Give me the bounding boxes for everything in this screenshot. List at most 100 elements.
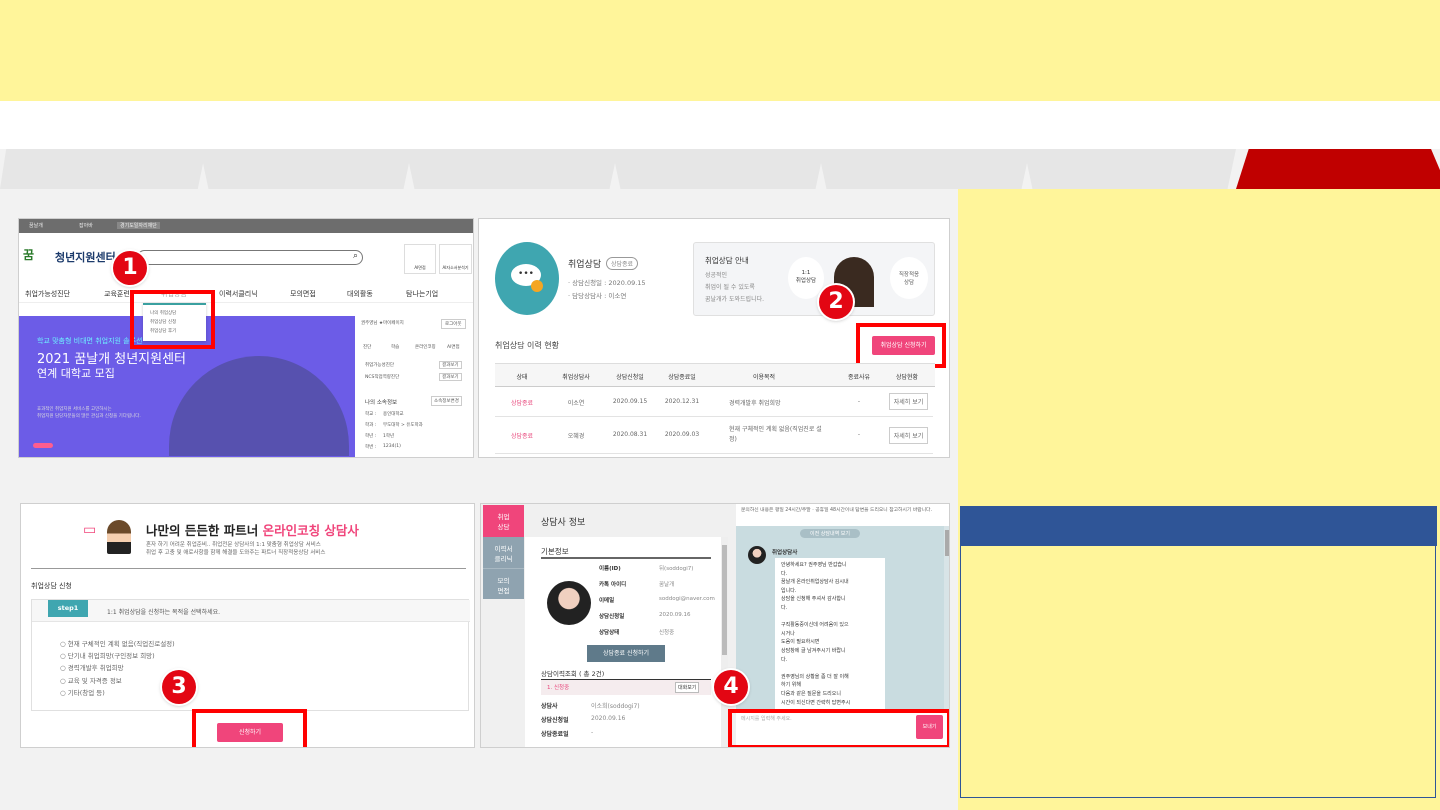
col-status: 상태 bbox=[516, 374, 528, 381]
purpose-radio[interactable]: 단기내 취업희망(구인정보 희망) bbox=[60, 650, 155, 660]
chat-message-line: 안녕하세요? 권주영님 반갑습니 bbox=[781, 562, 847, 568]
subtitle-line: 혼자 하기 어려운 취업준비.. 취업전문 상담사의 1:1 맞춤형 취업상담 … bbox=[146, 542, 321, 548]
info-key: 학번 : bbox=[365, 445, 377, 450]
sender-name: 취업상담사 bbox=[772, 550, 798, 556]
send-button[interactable]: 보내기 bbox=[916, 715, 943, 739]
field-value: 뒤(soddogi7) bbox=[659, 566, 694, 572]
logout-button[interactable]: 로그아웃 bbox=[441, 319, 466, 329]
nav-item[interactable]: 탐나는기업 bbox=[406, 290, 439, 298]
panel-title: 상담사 정보 bbox=[541, 518, 586, 528]
chat-message: 안녕하세요? 권주영님 반갑습니 다. 꿈날개 온라인취업상담사 김시내 입니다. 상담… bbox=[775, 558, 885, 709]
site-link[interactable]: 잡아바 bbox=[79, 223, 93, 229]
section-title: 취업상담 신청 bbox=[31, 582, 72, 590]
bubble-1on1: 1:1 취업상담 bbox=[788, 257, 824, 299]
step-tab-1[interactable] bbox=[0, 149, 206, 189]
purpose-radio[interactable]: 기타(창업 등) bbox=[60, 687, 105, 697]
result-button[interactable]: 결과보기 bbox=[439, 361, 462, 369]
highlight-box bbox=[856, 323, 946, 368]
note-header bbox=[960, 506, 1437, 546]
carousel-dot-active[interactable] bbox=[33, 443, 53, 448]
purpose-radio[interactable]: 경력개발후 취업희망 bbox=[60, 662, 124, 672]
step-tab-2[interactable] bbox=[200, 149, 412, 189]
site-link[interactable]: 경기도일자리재단 bbox=[117, 222, 160, 229]
chat-message-line bbox=[781, 613, 879, 622]
purpose-radio[interactable]: 현재 구체적인 계획 없음(직업진로설정) bbox=[60, 638, 175, 648]
menu-item-apply[interactable]: 취업상담 신청 bbox=[150, 320, 177, 325]
col-end: 상담종료일 bbox=[668, 374, 696, 381]
chat-message-line: 도움이 필요하시면 bbox=[781, 639, 820, 646]
search-input[interactable]: ⌕ bbox=[137, 250, 363, 265]
step-tab-5[interactable] bbox=[818, 149, 1030, 189]
history-item: 1. 신청중 bbox=[547, 685, 570, 691]
ai-interview-icon[interactable]: AI면접 bbox=[447, 345, 460, 350]
ai-resume-button[interactable]: AI자소서분석기 bbox=[439, 244, 472, 274]
col-start: 상담신청일 bbox=[616, 374, 644, 381]
row-purpose: 현재 구체적인 계획 없음(직업진로 설정) bbox=[729, 426, 822, 443]
detail-button[interactable]: 자세히 보기 bbox=[889, 427, 928, 444]
history-title: 취업상담 이력 현황 bbox=[495, 341, 559, 350]
nav-item[interactable]: 이력서클리닉 bbox=[219, 290, 258, 298]
apply-counsel-button[interactable]: 취업상담 신청하기 bbox=[872, 336, 935, 355]
search-icon[interactable]: ⌕ bbox=[352, 251, 358, 261]
nav-item[interactable]: 모의면접 bbox=[290, 290, 316, 298]
nav-item[interactable]: 대외활동 bbox=[347, 290, 373, 298]
detail-button[interactable]: 자세히 보기 bbox=[889, 393, 928, 410]
field-value: 2020.09.16 bbox=[659, 612, 691, 618]
change-info-button[interactable]: 소속정보변경 bbox=[431, 396, 462, 406]
logo-text: 청년지원센터 bbox=[55, 251, 116, 264]
chat-bubble-icon: ••• bbox=[495, 242, 559, 315]
guide-line: 취업이 될 수 있도록 bbox=[705, 284, 755, 291]
study-icon[interactable]: 학습 bbox=[391, 345, 400, 350]
diagnosis-icon[interactable]: 진단 bbox=[363, 345, 372, 350]
history-title: 상담이력조회 ( 총 2건) bbox=[541, 670, 605, 678]
scrollbar[interactable] bbox=[721, 537, 728, 747]
nav-item[interactable]: 취업가능성진단 bbox=[25, 290, 71, 298]
step-tab-7-active[interactable] bbox=[1236, 149, 1440, 189]
info-value: 1학년 bbox=[383, 434, 395, 439]
side-tab-counsel[interactable]: 취업 상담 bbox=[483, 505, 524, 537]
field-key: 이름(ID) bbox=[599, 566, 621, 572]
purpose-radio[interactable]: 교육 및 자격증 정보 bbox=[60, 675, 122, 685]
step-tab-6[interactable] bbox=[1024, 149, 1236, 189]
highlight-box bbox=[130, 290, 215, 349]
prev-history-button[interactable]: 이전 상담내역 보기 bbox=[800, 529, 860, 538]
title-band bbox=[0, 0, 1440, 101]
menu-item-my-counsel[interactable]: 나의 취업상담 bbox=[150, 311, 177, 316]
nav-item[interactable]: 교육훈련 bbox=[104, 290, 130, 298]
chat-message-line: 상담창에 글 남겨주시기 바랍니 bbox=[781, 647, 846, 654]
view-chat-button[interactable]: 대화보기 bbox=[675, 682, 700, 693]
message-input[interactable]: 메시지를 입력해 주세요. 보내기 bbox=[736, 709, 949, 747]
step-badge-4: 4 bbox=[714, 670, 748, 704]
promo-banner[interactable]: 학교 맞춤형 비대면 취업지원 솔루션 2021 꿈날개 청년지원센터 연계 대… bbox=[19, 316, 355, 457]
step-badge-2: 2 bbox=[819, 285, 853, 319]
info-key: 학년 : bbox=[365, 434, 377, 439]
user-greeting[interactable]: 권주영님 ★마이페이지 bbox=[361, 321, 404, 326]
coaching-icon[interactable]: 온라인코칭 bbox=[415, 345, 436, 350]
end-counsel-button[interactable]: 상담종료 신청하기 bbox=[587, 645, 665, 662]
logo-icon: 꿈 bbox=[23, 248, 35, 262]
guide-line: 꿈날개가 도와드립니다. bbox=[705, 296, 765, 303]
subtitle-band bbox=[0, 101, 1440, 149]
banner-desc: 취업지원 담당자분들의 많은 관심과 신청을 기다립니다. bbox=[37, 414, 141, 419]
guide-box: 취업상담 안내 성공적인 취업이 될 수 있도록 꿈날개가 도와드립니다. 1:… bbox=[693, 242, 935, 316]
page-title: 나만의 든든한 파트너 온라인코칭 상담사 bbox=[146, 520, 359, 539]
side-tab-interview[interactable]: 모의 면접 bbox=[483, 568, 524, 599]
top-site-bar: 꿈날개 잡아바 경기도일자리재단 bbox=[19, 219, 473, 233]
site-link[interactable]: 꿈날개 bbox=[29, 223, 43, 229]
step-tab-3[interactable] bbox=[406, 149, 618, 189]
result-button[interactable]: 결과보기 bbox=[439, 373, 462, 381]
chat-message-line: 꿈날개 온라인취업상담사 김시내 bbox=[781, 579, 849, 586]
counselor-name: · 담당상담사 : 이소연 bbox=[568, 292, 627, 300]
screenshot-chat: 취업 상담 이력서 클리닉 모의 면접 상담사 정보 기본정보 이름(ID) 뒤(… bbox=[480, 503, 950, 748]
nav-item-active[interactable]: 취업상담 bbox=[161, 290, 187, 298]
side-tab-resume[interactable]: 이력서 클리닉 bbox=[483, 537, 524, 568]
ai-interview-button[interactable]: AI면접 bbox=[404, 244, 436, 274]
chat-scrollbar[interactable] bbox=[944, 526, 949, 709]
chat-message-line: 다. bbox=[781, 604, 788, 611]
divider bbox=[31, 568, 466, 569]
step-tab-4[interactable] bbox=[612, 149, 824, 189]
submit-button[interactable]: 신청하기 bbox=[217, 723, 283, 742]
chat-notice: 문의하신 내용은 평일 24시간/주말 · 공휴일 48시간이내 답변을 드리오… bbox=[736, 504, 949, 526]
guide-title: 취업상담 안내 bbox=[705, 256, 749, 265]
menu-item-review[interactable]: 취업상담 후기 bbox=[150, 329, 177, 334]
